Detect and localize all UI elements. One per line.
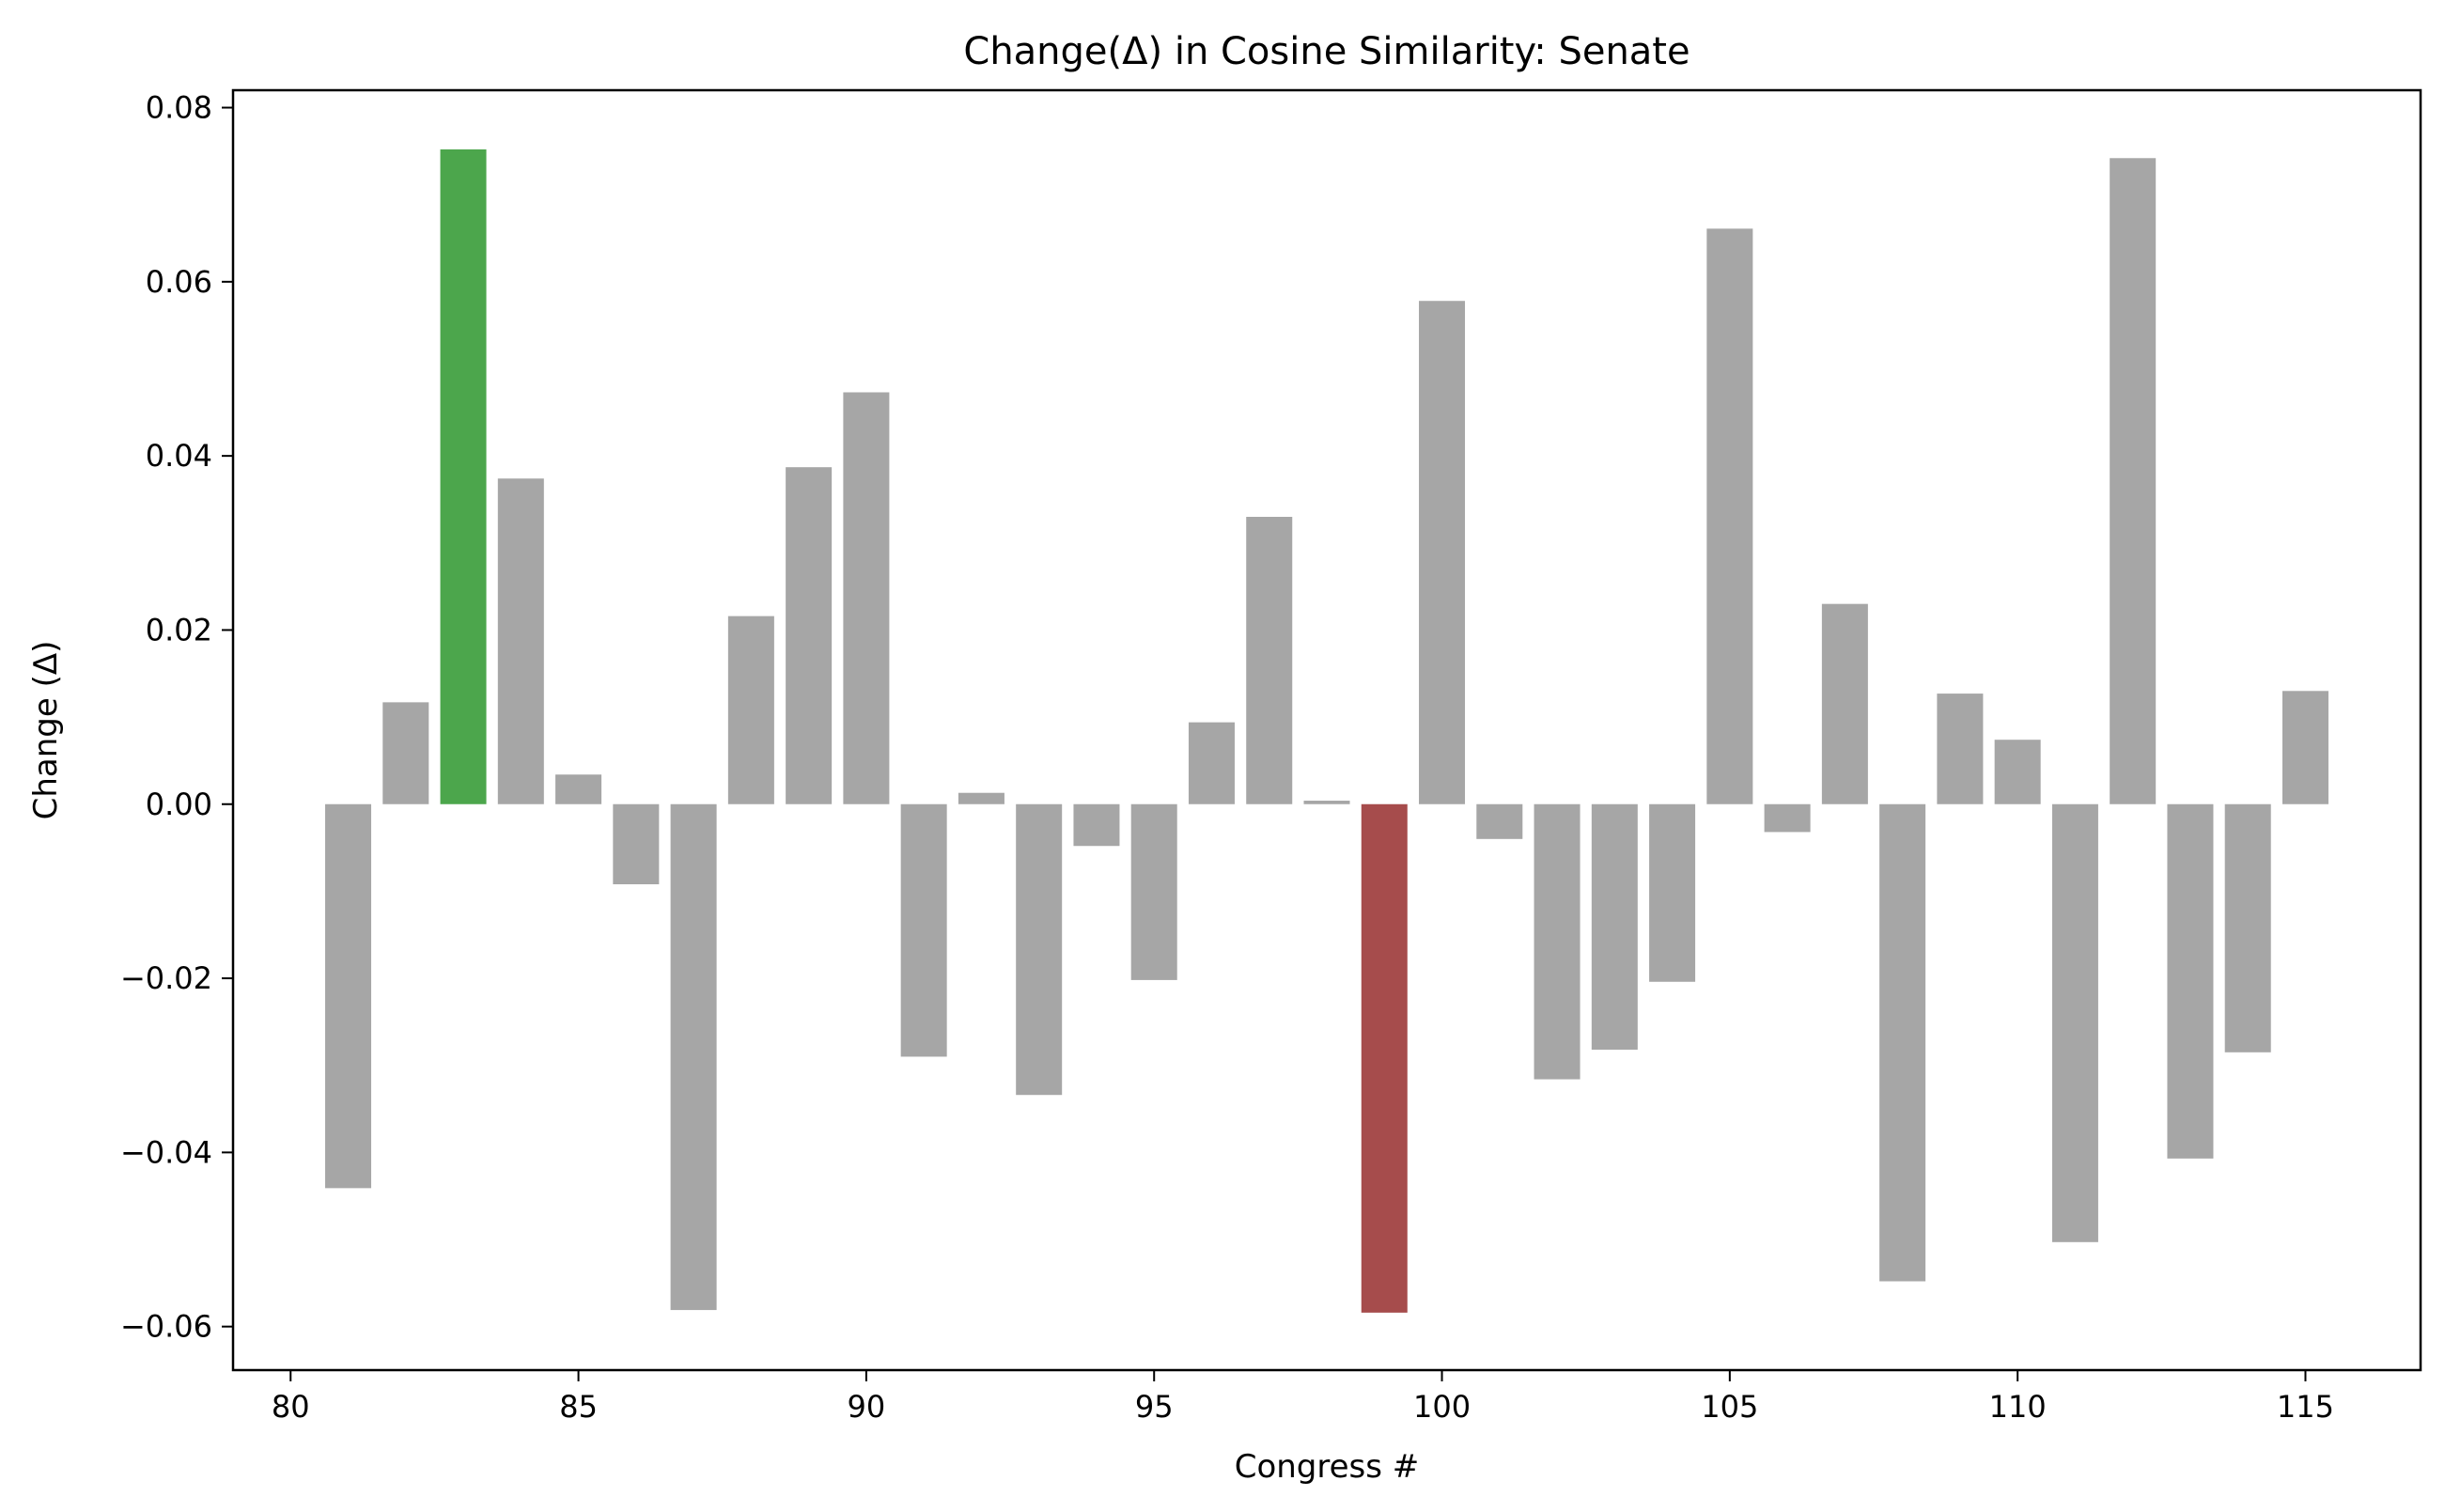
y-tick-label: −0.04 <box>120 1134 212 1170</box>
x-tick-label: 115 <box>2277 1389 2334 1425</box>
x-tick-label: 100 <box>1413 1389 1471 1425</box>
x-tick-label: 80 <box>272 1389 310 1425</box>
x-tick-label: 95 <box>1135 1389 1174 1425</box>
x-axis-ticks: 80 85 90 95 100 105 110 115 <box>272 1370 2334 1425</box>
y-tick-label: 0.08 <box>146 90 212 126</box>
bar-101 <box>1476 803 1523 839</box>
bar-105 <box>1706 228 1753 804</box>
bar-103 <box>1591 803 1638 1051</box>
x-tick-label: 90 <box>848 1389 886 1425</box>
bar-96 <box>1188 722 1235 804</box>
bar-111 <box>2051 803 2098 1242</box>
y-tick-label: −0.06 <box>120 1309 212 1345</box>
y-tick-label: 0.06 <box>146 264 212 300</box>
bar-90 <box>843 392 890 804</box>
bar-81 <box>325 803 372 1189</box>
bar-99 <box>1361 803 1408 1313</box>
bar-110 <box>1994 740 2041 804</box>
y-axis-label: Change (Δ) <box>27 641 65 820</box>
bars-group <box>325 149 2328 1313</box>
chart-title: Change(Δ) in Cosine Similarity: Senate <box>963 30 1690 73</box>
bar-92 <box>958 792 1004 804</box>
bar-112 <box>2110 158 2157 804</box>
bar-108 <box>1879 803 1926 1282</box>
bar-88 <box>727 616 774 804</box>
y-tick-label: −0.02 <box>120 960 212 996</box>
x-tick-label: 105 <box>1701 1389 1758 1425</box>
bar-83 <box>440 149 487 804</box>
bar-114 <box>2224 803 2271 1052</box>
bar-85 <box>555 774 602 804</box>
bar-82 <box>382 702 429 804</box>
x-tick-label: 110 <box>1989 1389 2047 1425</box>
bar-104 <box>1649 803 1696 982</box>
bar-87 <box>670 803 717 1311</box>
bar-95 <box>1130 803 1177 980</box>
y-tick-label: 0.00 <box>146 787 212 822</box>
x-axis-label: Congress # <box>1235 1448 1420 1486</box>
x-tick-label: 85 <box>559 1389 598 1425</box>
bar-93 <box>1016 803 1063 1096</box>
bar-84 <box>497 478 544 804</box>
plot-frame <box>231 88 2422 1372</box>
y-tick-label: 0.02 <box>146 612 212 647</box>
bar-91 <box>900 803 947 1057</box>
bar-102 <box>1534 803 1581 1080</box>
bar-113 <box>2167 803 2214 1159</box>
y-axis-ticks: −0.06 −0.04 −0.02 0.00 0.02 0.04 0.06 0.08 <box>120 90 233 1345</box>
bar-100 <box>1419 301 1466 804</box>
bar-98 <box>1303 801 1350 804</box>
bar-97 <box>1246 517 1293 804</box>
bar-109 <box>1937 694 1984 804</box>
bar-106 <box>1764 803 1811 833</box>
bar-115 <box>2281 691 2328 804</box>
bar-89 <box>786 467 833 804</box>
bar-86 <box>613 803 660 884</box>
bar-107 <box>1821 603 1868 804</box>
bar-94 <box>1073 803 1120 847</box>
y-tick-label: 0.04 <box>146 438 212 474</box>
